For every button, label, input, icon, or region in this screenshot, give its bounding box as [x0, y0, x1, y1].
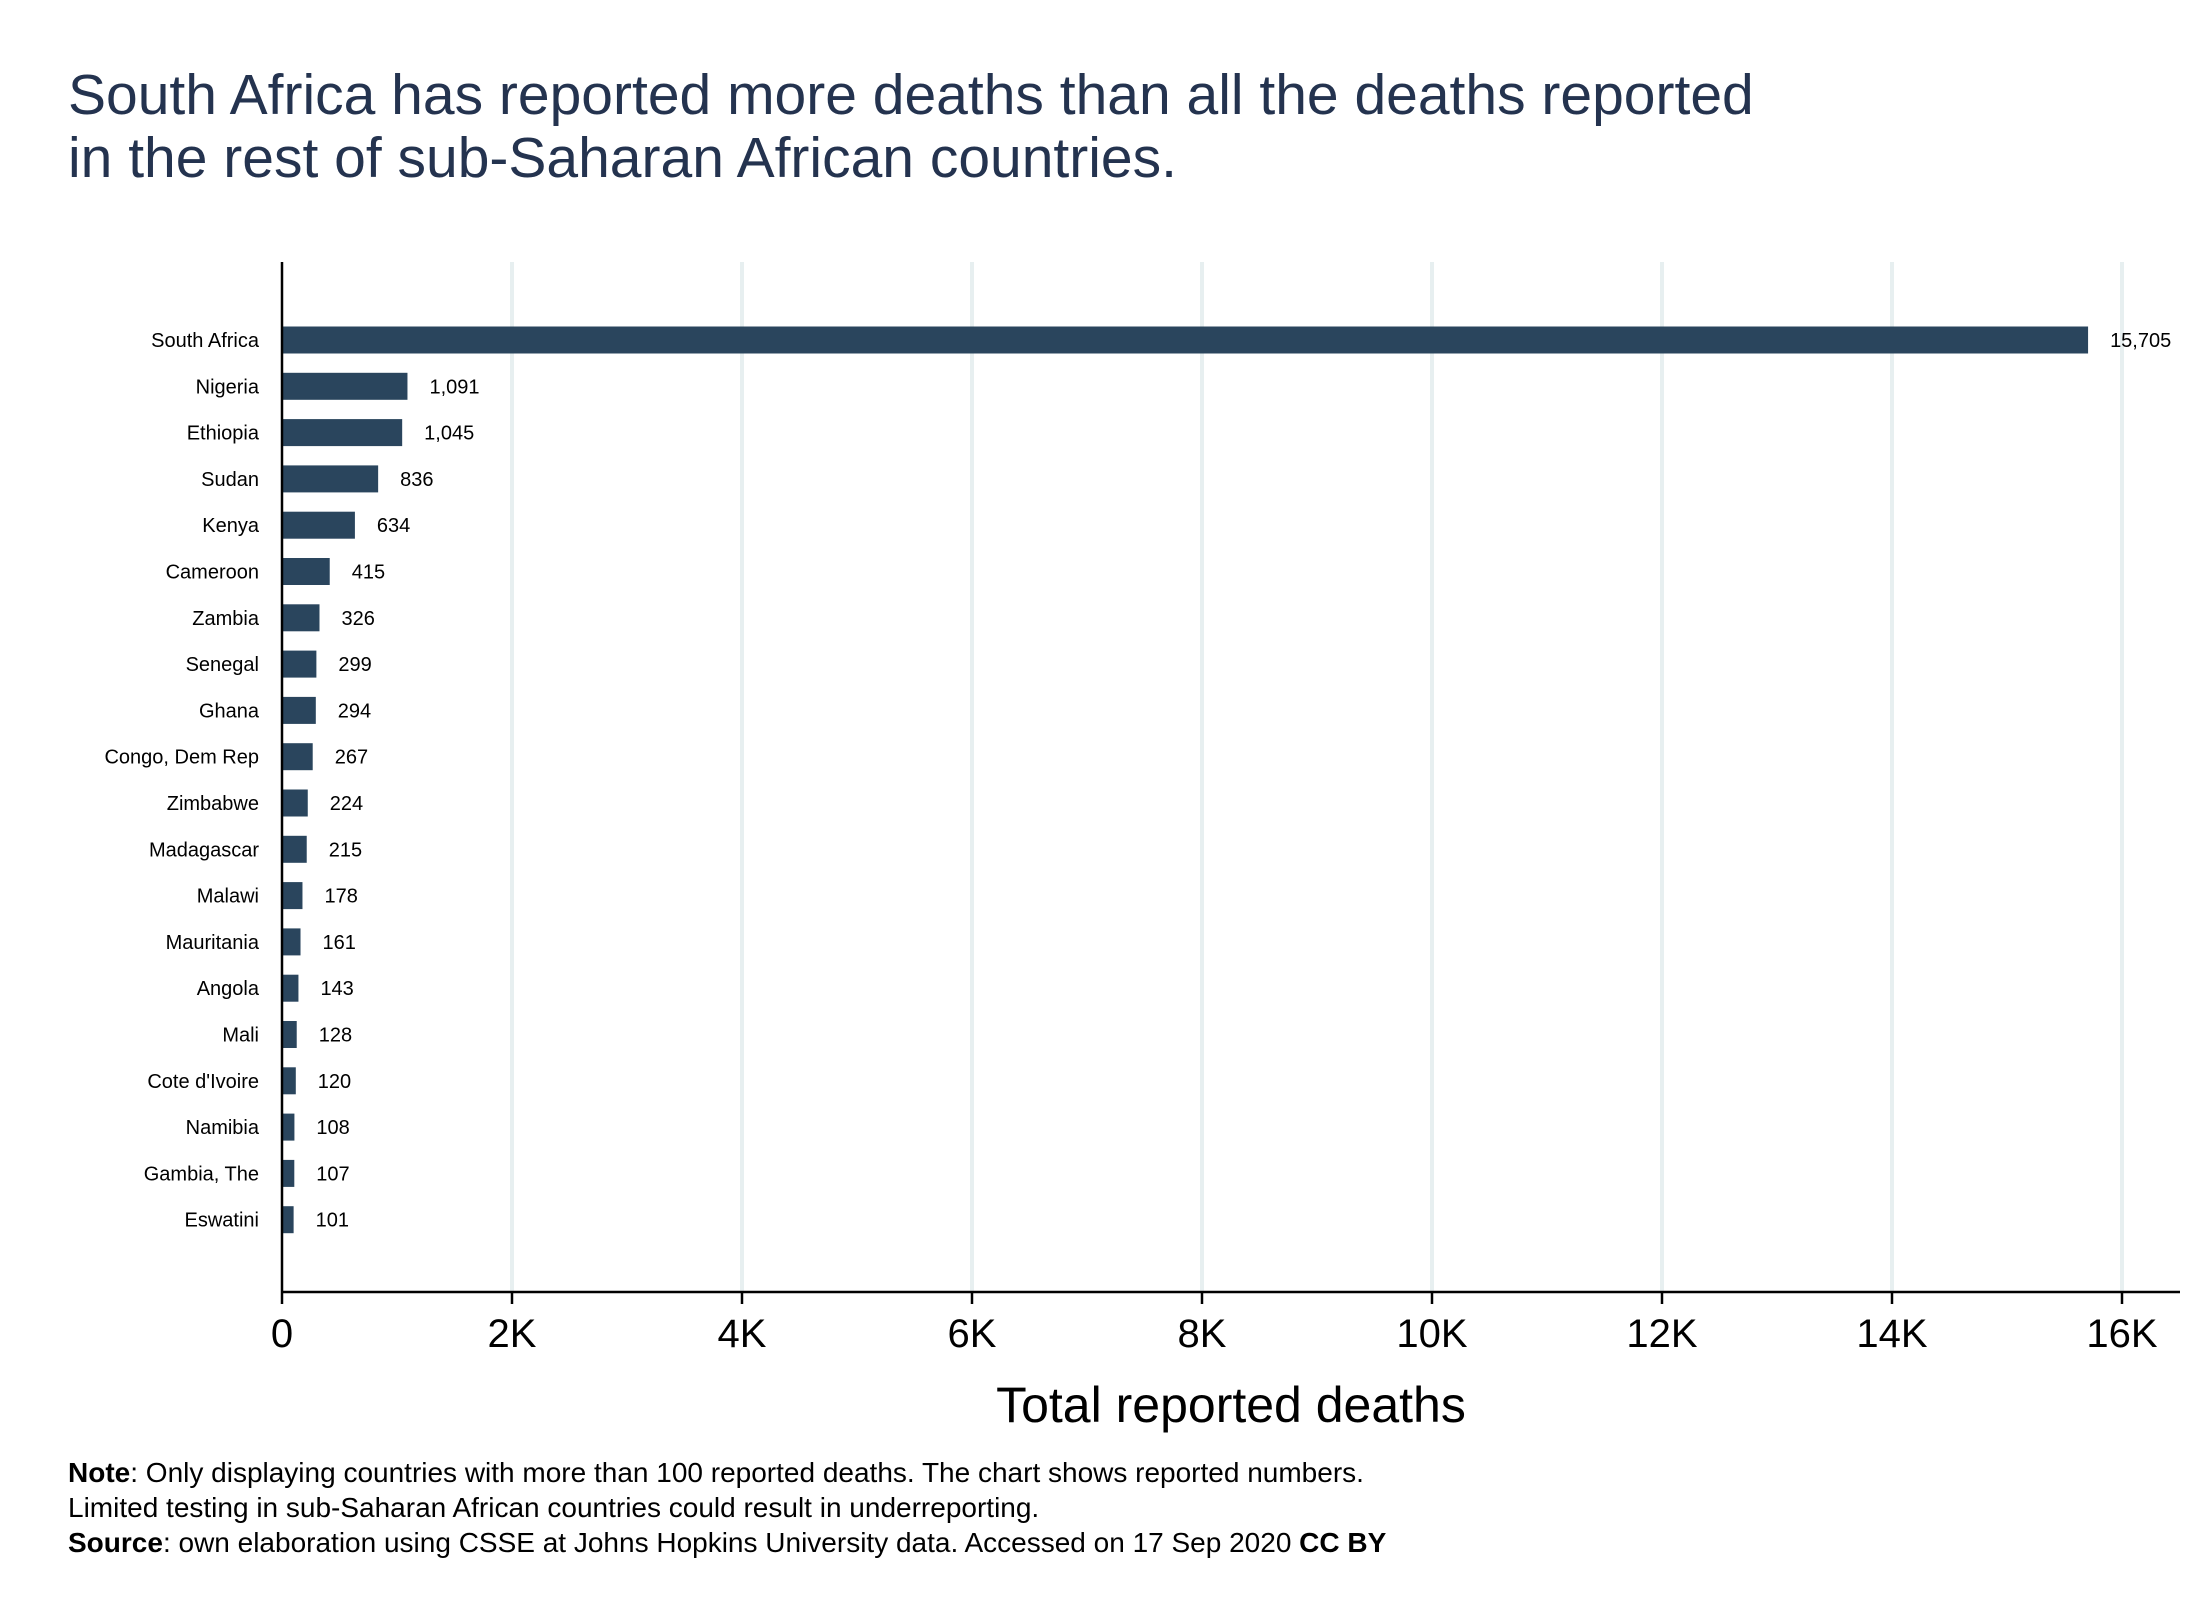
chart-title: South Africa has reported more deaths th…	[68, 63, 1754, 190]
value-label: 178	[324, 886, 357, 908]
bar	[282, 419, 403, 447]
x-axis-ticks: 0 2K 4K 6K 8K 10K 12K 14K 16K	[271, 1292, 2158, 1356]
x-tick-label: 16K	[2086, 1312, 2157, 1356]
x-tick-label: 10K	[1396, 1312, 1467, 1356]
note-line-1: Note: Only displaying countries with mor…	[68, 1457, 1364, 1488]
value-label: 299	[338, 654, 371, 676]
value-label: 128	[319, 1025, 352, 1047]
category-label: Sudan	[201, 469, 259, 491]
bar	[282, 743, 313, 771]
category-label: Zimbabwe	[167, 793, 259, 815]
value-labels: 15,705 1,091 1,045 836 634 415 326 299 294 267 224…	[316, 330, 2172, 1232]
x-tick-label: 8K	[1178, 1312, 1227, 1356]
bars	[282, 326, 2089, 1234]
category-label: Eswatini	[185, 1210, 259, 1232]
value-label: 143	[320, 978, 353, 1000]
bar	[282, 558, 330, 585]
bar	[282, 696, 316, 724]
value-label: 101	[316, 1210, 349, 1232]
category-label: Mali	[222, 1025, 259, 1047]
category-label: Congo, Dem Rep	[104, 747, 259, 769]
bar	[282, 789, 308, 817]
value-label: 215	[329, 839, 362, 861]
bar	[282, 465, 379, 493]
category-label: Ethiopia	[187, 423, 260, 445]
source-text: : own elaboration using CSSE at Johns Ho…	[163, 1527, 1299, 1558]
category-label: Cote d'Ivoire	[147, 1071, 259, 1093]
chart-title-line-1: South Africa has reported more deaths th…	[68, 63, 1754, 127]
license-label: CC BY	[1299, 1527, 1386, 1558]
x-tick-label: 14K	[1856, 1312, 1927, 1356]
bar	[282, 511, 355, 539]
x-tick-label: 4K	[718, 1312, 767, 1356]
source-label: Source	[68, 1527, 163, 1558]
value-label: 836	[400, 469, 433, 491]
value-label: 161	[323, 932, 356, 954]
bar	[282, 1159, 295, 1187]
x-tick-label: 12K	[1626, 1312, 1697, 1356]
category-label: Zambia	[192, 608, 260, 630]
bar	[282, 604, 320, 632]
value-label: 15,705	[2110, 330, 2171, 352]
grid-lines	[510, 262, 2124, 1292]
category-label: Ghana	[199, 700, 260, 722]
note-label: Note	[68, 1457, 130, 1488]
category-label: Senegal	[186, 654, 259, 676]
value-label: 120	[318, 1071, 351, 1093]
value-label: 108	[316, 1117, 349, 1139]
value-label: 1,045	[424, 423, 474, 445]
category-label: Angola	[197, 978, 260, 1000]
value-label: 634	[377, 515, 410, 537]
category-label: Cameroon	[166, 562, 259, 584]
bar	[282, 882, 303, 910]
category-label: Mauritania	[166, 932, 260, 954]
bar	[282, 974, 299, 1002]
category-label: Kenya	[202, 515, 260, 537]
bar	[282, 372, 408, 400]
bar	[282, 1113, 295, 1141]
note-line-2: Limited testing in sub-Saharan African c…	[68, 1492, 1039, 1523]
category-label: Gambia, The	[144, 1163, 259, 1185]
bar	[282, 650, 317, 678]
source-line: Source: own elaboration using CSSE at Jo…	[68, 1527, 1387, 1558]
bar	[282, 1067, 296, 1095]
bar	[282, 1206, 294, 1234]
x-tick-label: 6K	[948, 1312, 997, 1356]
note-text: : Only displaying countries with more th…	[130, 1457, 1364, 1488]
value-label: 294	[338, 700, 371, 722]
x-tick-label: 2K	[488, 1312, 537, 1356]
category-label: Madagascar	[149, 839, 259, 861]
x-axis-title: Total reported deaths	[996, 1377, 1466, 1433]
chart-title-line-2: in the rest of sub-Saharan African count…	[68, 126, 1177, 190]
bar	[282, 1021, 297, 1048]
chart-notes: Note: Only displaying countries with mor…	[68, 1457, 1387, 1558]
category-label: Namibia	[186, 1117, 260, 1139]
value-label: 1,091	[429, 376, 479, 398]
bar	[282, 835, 307, 863]
category-label: Nigeria	[196, 376, 260, 398]
value-label: 224	[330, 793, 363, 815]
value-label: 415	[352, 562, 385, 584]
category-label: South Africa	[151, 330, 260, 352]
value-label: 107	[316, 1163, 349, 1185]
bar	[282, 928, 301, 956]
bar	[282, 326, 2089, 354]
value-label: 267	[335, 747, 368, 769]
category-labels: South Africa Nigeria Ethiopia Sudan Kenya Cam…	[104, 330, 259, 1232]
x-tick-label: 0	[271, 1312, 293, 1356]
value-label: 326	[341, 608, 374, 630]
category-label: Malawi	[197, 886, 259, 908]
